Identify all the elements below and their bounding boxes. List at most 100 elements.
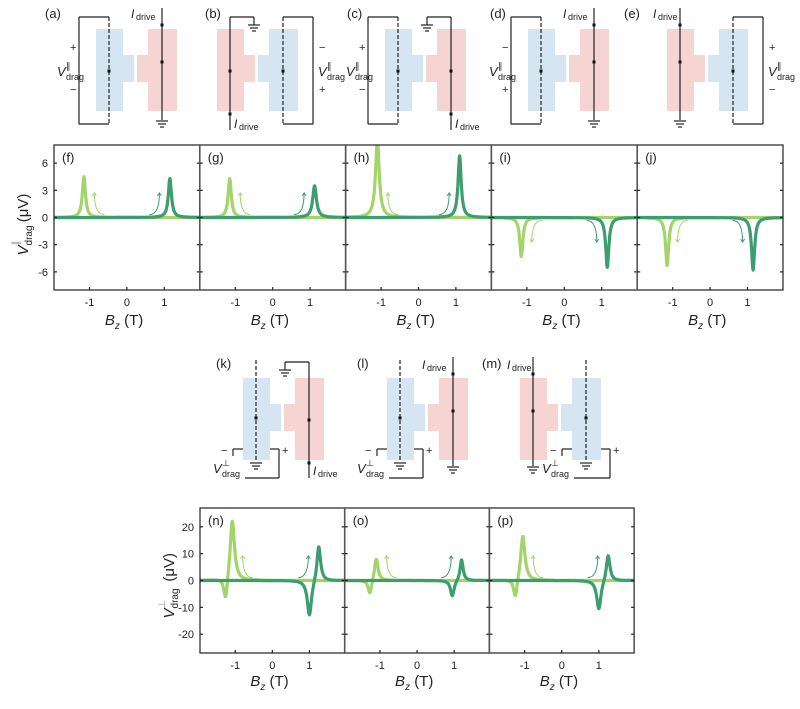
x-tick-label: 1 [161,297,167,309]
contact-dot [449,69,453,73]
x-tick-label: -1 [668,297,678,309]
y-tick-label: 3 [42,185,48,197]
voltage-sign: + [319,84,325,96]
i-symbol: I [313,464,317,478]
x-tick-label: 1 [307,297,313,309]
contact-dot [281,69,285,73]
layer-arm [547,404,558,431]
panel-label: (g) [208,150,224,165]
series-light [199,176,346,220]
v-symbol: V [489,64,499,79]
i-symbol: I [455,117,459,131]
contact-dot [160,60,164,64]
arrowhead-icon [240,554,246,560]
panel-label: (k) [216,356,231,371]
drag-subscript: drag [551,469,569,479]
voltage-sign: − [319,42,325,54]
series-light [637,215,784,268]
panel-label: (o) [353,513,369,528]
ground-icon [248,24,260,32]
x-axis-label: Bz (T) [540,673,578,693]
v-symbol: V [213,461,223,476]
y-axis-label: Vdrag∥ (μV) [11,194,35,256]
drive-subscript: drive [318,469,338,479]
arrowhead-icon [91,191,97,197]
contact-dot [584,416,588,420]
panel-label: (m) [482,356,502,371]
layer-arm [708,55,719,82]
series-light [491,215,638,259]
v-superscript: ∥ [777,61,782,71]
i-symbol: I [507,358,511,372]
drive-subscript: drive [239,122,259,132]
panel-i: -1 0 1 (i) Bz (T) [490,144,638,332]
x-tick-label: 0 [414,660,420,672]
x-tick-label: 0 [270,297,276,309]
v-drag-label: V ∥drag [346,61,373,82]
layer-arm [137,55,148,82]
v-drag-label: V ∥drag [768,61,795,82]
sweep-arrow-icon [677,219,688,243]
x-axis-label: Bz (T) [251,312,289,332]
voltage-sign: + [426,445,432,457]
contact-dot [396,69,400,73]
x-tick-label: -1 [85,297,95,309]
x-axis-label: Bz (T) [105,312,143,332]
layer-arm [258,55,269,82]
x-tick-label: -1 [376,297,386,309]
y-tick-label: 0 [188,576,194,588]
voltage-sign: − [70,84,76,96]
diagram-b: (b) − + V ∥drag I drive [205,6,345,132]
contact-dot [678,23,682,27]
drag-subscript: drag [222,469,240,479]
voltage-sign: + [359,42,365,54]
y-tick-label: 10 [182,549,194,561]
contact-dot [678,60,682,64]
arrowhead-icon [446,191,452,197]
series-dark [199,184,346,220]
contact-dot [539,69,543,73]
drive-subscript: drive [568,12,588,22]
v-drag-label: V ⊥drag [213,458,240,479]
y-tick-label: 0 [42,213,48,225]
panel-j: -1 0 1 (j) Bz (T) [636,144,784,332]
x-tick-label: -1 [375,660,385,672]
layer-arm [694,55,705,82]
panel-g: -1 0 1 (g) Bz (T) [199,144,347,332]
sweep-arrow-icon [587,555,599,579]
v-superscript: ∥ [498,61,503,71]
i-symbol: I [653,7,657,21]
voltage-sign: − [359,84,365,96]
x-tick-label: 1 [453,297,459,309]
v-symbol: V [346,64,356,79]
series-dark [345,154,492,220]
y-tick-label: -6 [38,267,48,279]
series-dark [489,554,635,611]
sweep-arrow-icon [531,219,542,243]
y-axis-title: Vdrag∥ (μV) [11,194,35,256]
x-tick-label: -1 [230,297,240,309]
x-tick-label: -1 [522,297,532,309]
ground-icon [279,369,291,377]
sweep-arrow-icon [586,219,598,243]
v-drag-label: V ∥drag [57,61,84,82]
series-light [200,519,345,599]
contact-dot [592,60,596,64]
sweep-arrow-icon [93,192,105,216]
v-symbol: V [768,64,778,79]
v-drag-label: V ⊥drag [542,458,569,479]
y-tick-label: -20 [178,629,194,641]
arrowhead-icon [530,554,536,560]
contact-dot [228,112,232,116]
i-symbol: I [563,7,567,21]
arrowhead-icon [384,554,390,560]
series-dark [344,558,490,598]
panel-label: (f) [62,150,74,165]
ground-icon [580,462,592,470]
diagram-m: (m) − + V ⊥drag I drive [482,356,619,479]
v-drag-label: V ∥drag [489,61,516,82]
x-tick-label: -1 [520,660,530,672]
v-symbol: V [318,64,328,79]
